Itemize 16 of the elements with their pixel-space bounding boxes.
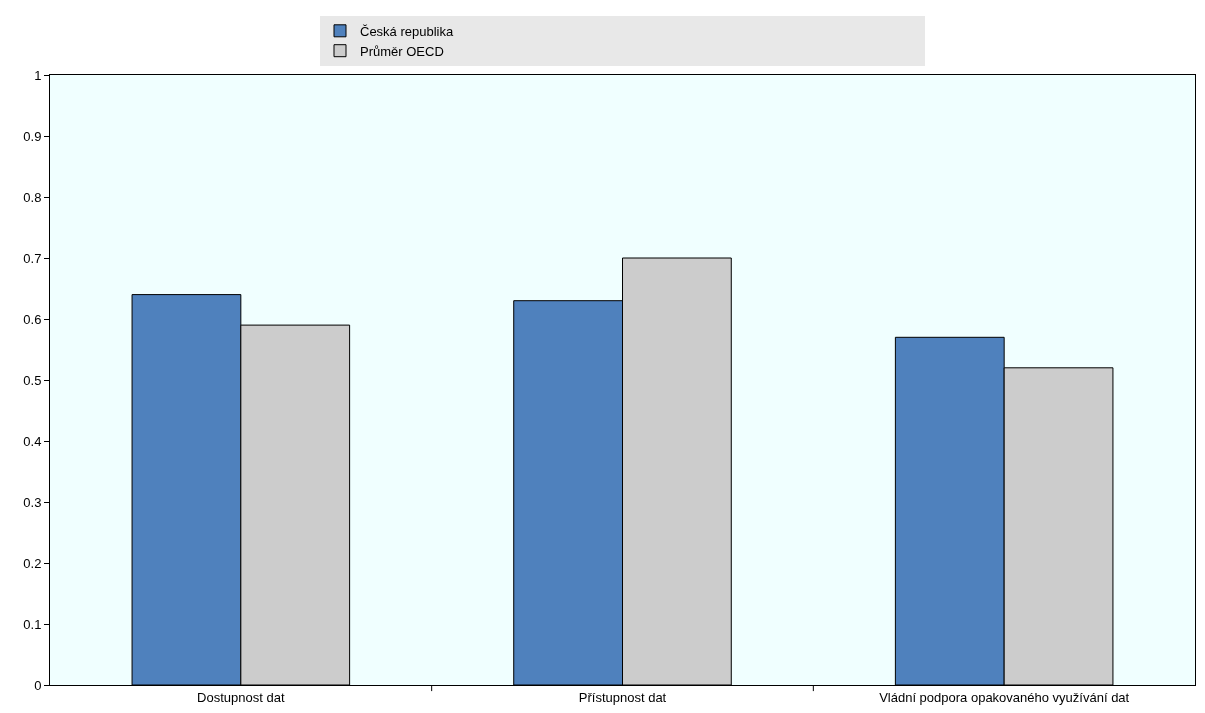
y-tick-label: 0.1 <box>23 616 42 632</box>
legend-label: Průměr OECD <box>360 43 444 59</box>
y-tick-label: 0.2 <box>23 555 42 571</box>
y-tick-label: 0 <box>34 677 42 693</box>
y-tick-label: 1 <box>34 67 42 83</box>
x-tick-label: Vládní podpora opakovaného využívání dat <box>879 689 1130 705</box>
y-tick-label: 0.9 <box>23 128 42 144</box>
legend-label: Česká republika <box>360 23 454 39</box>
x-tick-label: Dostupnost dat <box>197 689 285 705</box>
y-tick-label: 0.6 <box>23 311 42 327</box>
y-tick-label: 0.8 <box>23 189 42 205</box>
y-tick-label: 0.7 <box>23 250 42 266</box>
x-tick-label: Přístupnost dat <box>578 689 667 705</box>
y-tick-label: 0.5 <box>23 372 42 388</box>
y-tick-label: 0.3 <box>23 494 42 510</box>
y-tick-label: 0.4 <box>23 433 42 449</box>
